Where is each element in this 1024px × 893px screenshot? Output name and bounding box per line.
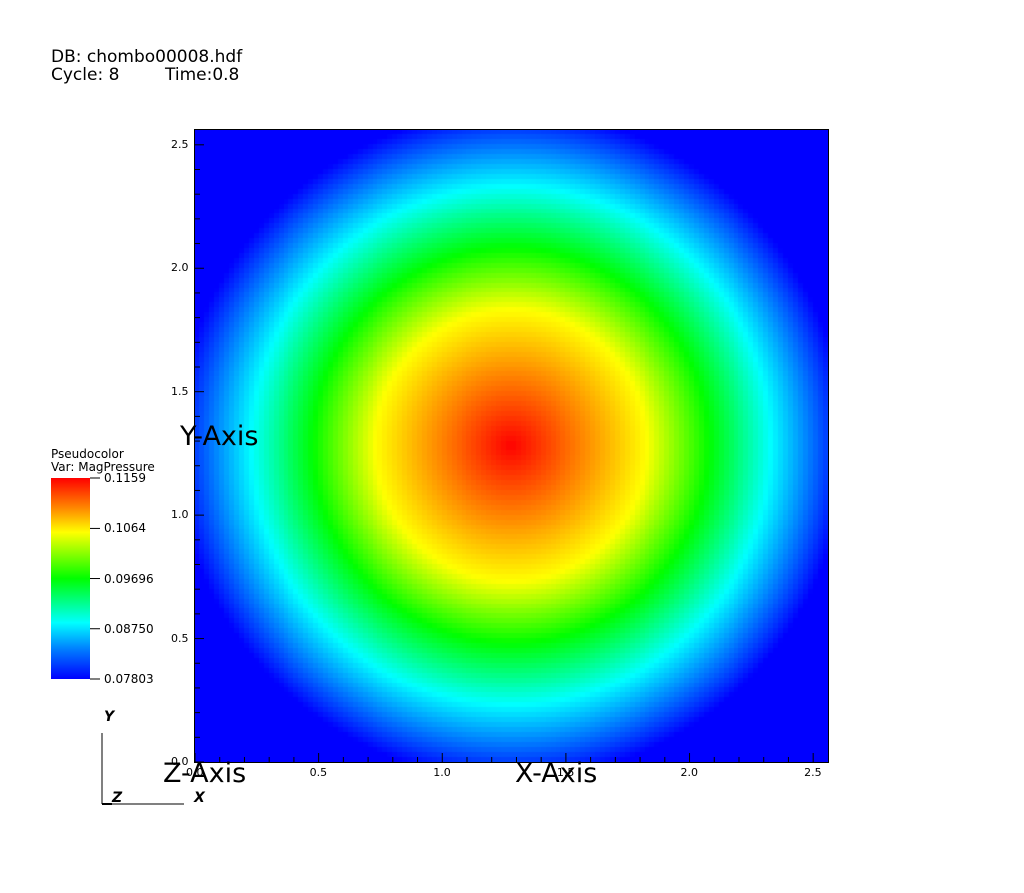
x-tick-label: 2.0 (680, 766, 699, 779)
colorbar (51, 478, 90, 679)
legend-variable: Var: MagPressure (51, 460, 155, 474)
time-label: Time:0.8 (165, 65, 240, 85)
colorbar-tick-label: 0.09696 (104, 571, 154, 586)
y-tick-label: 1.5 (171, 384, 189, 398)
triad-x-label: X (194, 790, 205, 806)
x-tick-label: 0.5 (309, 766, 328, 779)
x-tick-label: 0.0 (186, 766, 204, 779)
colorbar-tick-label: 0.1064 (104, 521, 146, 536)
y-tick-label: 2.0 (171, 261, 189, 275)
x-axis-title: X-Axis (515, 758, 598, 789)
y-tick-label: 1.0 (171, 508, 189, 522)
y-axis-title: Y-Axis (180, 421, 259, 452)
y-tick-label: 0.5 (171, 631, 189, 645)
y-tick-label: 0.0 (171, 755, 189, 768)
triad-z-label: Z (112, 790, 123, 806)
triad-y-label: Y (104, 709, 115, 725)
cycle-label: Cycle: 8 (51, 65, 120, 85)
legend-title: Pseudocolor (51, 447, 124, 461)
pseudocolor-plot (194, 129, 829, 763)
z-axis-title: Z-Axis (163, 758, 247, 789)
x-tick-label: 1.5 (556, 766, 575, 779)
colorbar-tick-label: 0.07803 (104, 672, 154, 686)
x-tick-label: 2.5 (804, 766, 822, 779)
colorbar-tick-label: 0.1159 (104, 471, 146, 485)
y-tick-label: 2.5 (171, 137, 189, 151)
colorbar-tick-label: 0.08750 (104, 621, 154, 636)
x-tick-label: 1.0 (433, 766, 451, 779)
database-label: DB: chombo00008.hdf (51, 47, 243, 67)
